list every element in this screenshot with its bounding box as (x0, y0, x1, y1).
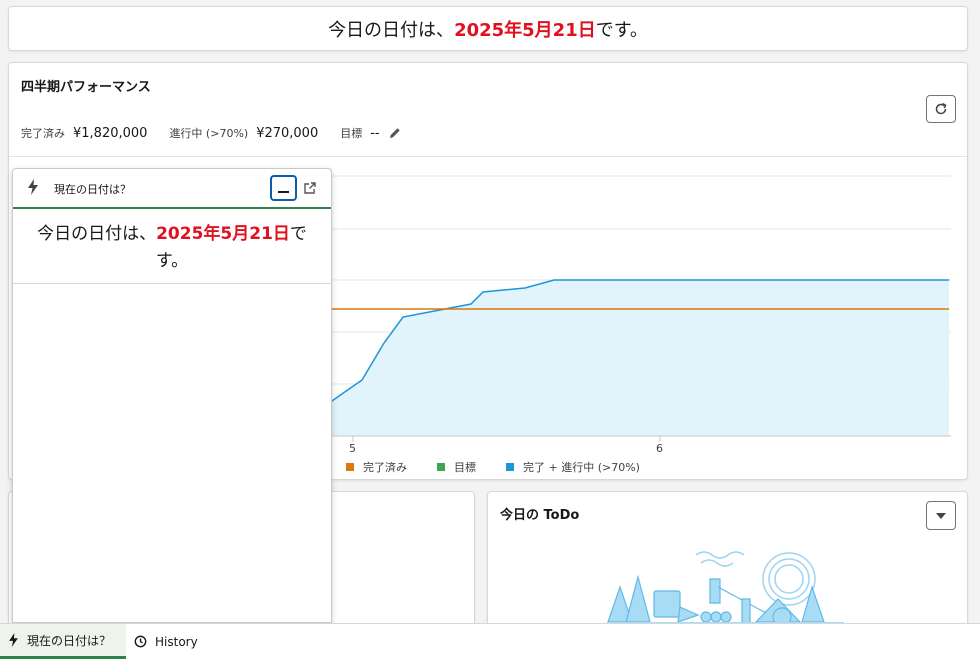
legend-label: 完了 + 進行中 (>70%) (523, 461, 640, 474)
metric-in-progress-value: ¥270,000 (256, 125, 319, 141)
lightning-icon (28, 179, 38, 195)
refresh-button[interactable] (926, 95, 956, 123)
legend-swatch (437, 463, 445, 471)
metric-goal-label: 目標 (340, 127, 363, 140)
empty-state-illustration (607, 551, 844, 627)
utility-content-date: 2025年5月21日 (156, 224, 290, 244)
performance-chart: 5 6 (328, 175, 951, 455)
legend-label: 完了済み (363, 461, 407, 474)
utility-bar-item-current-date[interactable]: 現在の日付は？ (0, 624, 126, 659)
utility-panel-title: 現在の日付は？ (54, 183, 131, 196)
minimize-icon (278, 191, 289, 193)
utility-content-suffix: です。 (155, 224, 307, 271)
utility-bar-item-label: 現在の日付は？ (27, 633, 112, 648)
utility-bar-item-history[interactable]: History (126, 624, 212, 659)
utility-panel: 現在の日付は？ 今日の日付は、2025年5月21日です。 (12, 168, 332, 623)
pop-out-icon[interactable] (303, 181, 317, 195)
minimize-button[interactable] (270, 175, 297, 201)
utility-content-divider (13, 283, 331, 284)
card-divider (9, 156, 967, 157)
utility-content-prefix: 今日の日付は、 (37, 224, 157, 244)
card-title: 四半期パフォーマンス (21, 80, 151, 95)
utility-panel-header: 現在の日付は？ (13, 169, 331, 209)
refresh-icon (935, 102, 947, 115)
lightning-icon (8, 633, 19, 647)
todo-card: 今日の ToDo (487, 491, 968, 631)
x-tick-label: 5 (349, 442, 356, 455)
clock-icon (134, 635, 147, 648)
metric-completed-label: 完了済み (21, 127, 65, 140)
legend-item[interactable]: 目標 (437, 459, 476, 475)
legend-item[interactable]: 完了 + 進行中 (>70%) (506, 459, 640, 475)
banner-suffix: です。 (595, 19, 648, 41)
chevron-down-icon (936, 512, 946, 519)
metrics-row: 完了済み ¥1,820,000 進行中 (>70%) ¥270,000 目標 -… (21, 125, 402, 141)
series-line-completed-plus-in-progress (328, 279, 949, 404)
banner-date: 2025年5月21日 (454, 19, 596, 41)
legend-label: 目標 (454, 461, 476, 474)
metric-in-progress-label: 進行中 (>70%) (169, 127, 249, 140)
utility-bar-item-label: History (155, 634, 198, 649)
pencil-icon[interactable] (388, 126, 402, 140)
legend-swatch (506, 463, 514, 471)
metric-goal-value: -- (370, 125, 380, 141)
utility-panel-content: 今日の日付は、2025年5月21日です。 (13, 221, 331, 275)
todo-title: 今日の ToDo (500, 508, 580, 523)
chart-legend: 完了済み 目標 完了 + 進行中 (>70%) (346, 459, 670, 475)
todo-dropdown-button[interactable] (926, 501, 956, 530)
legend-item[interactable]: 完了済み (346, 459, 407, 475)
metric-completed-value: ¥1,820,000 (73, 125, 148, 141)
utility-bar: 現在の日付は？ History (0, 623, 980, 659)
date-banner: 今日の日付は、 2025年5月21日 です。 (8, 6, 968, 51)
banner-prefix: 今日の日付は、 (328, 19, 455, 41)
series-area-fill (329, 280, 949, 436)
x-tick-label: 6 (656, 442, 663, 455)
legend-swatch (346, 463, 354, 471)
